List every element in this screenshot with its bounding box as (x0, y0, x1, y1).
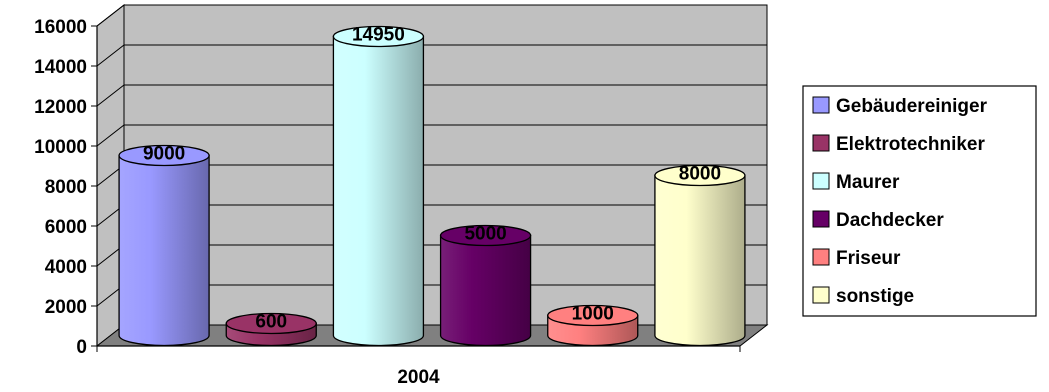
bar-friseur (547, 304, 639, 347)
gridline (96, 124, 767, 147)
cylinder-body (654, 174, 746, 347)
legend-item: sonstige (812, 286, 914, 307)
y-tick-label: 0 (76, 337, 87, 358)
cylinder-body (118, 154, 210, 347)
legend-swatch (812, 286, 830, 304)
data-labels: 9000 600 14950 5000 1000 8000 (143, 25, 721, 333)
bar-maurer (332, 25, 425, 347)
cylinder-top (439, 224, 532, 247)
legend-item: Gebäudereiniger (812, 96, 988, 117)
legend-label: Maurer (836, 172, 900, 193)
y-tick-label: 10000 (34, 137, 87, 158)
legend: Gebäudereiniger Elektrotechniker Maurer Dac… (802, 85, 1037, 317)
data-label: 14950 (352, 25, 405, 46)
legend-label: sonstige (836, 286, 914, 307)
legend-swatch (812, 134, 830, 152)
x-category-label: 2004 (397, 367, 440, 387)
cylinder-top (654, 164, 746, 187)
cylinder-top (118, 144, 210, 167)
data-label: 5000 (464, 224, 506, 245)
y-tick-label: 2000 (45, 297, 87, 318)
legend-label: Dachdecker (836, 210, 944, 231)
y-tick-label: 14000 (34, 57, 87, 78)
legend-label: Friseur (836, 248, 901, 269)
y-tick-label: 16000 (34, 17, 87, 38)
legend-swatch (812, 248, 830, 266)
bars (118, 25, 746, 347)
data-label: 8000 (679, 164, 721, 185)
y-tick-label: 6000 (45, 217, 87, 238)
data-label: 600 (255, 312, 287, 333)
legend-swatch (812, 96, 830, 114)
legend-item: Friseur (812, 248, 901, 269)
legend-box (802, 85, 1037, 317)
legend-item: Dachdecker (812, 210, 944, 231)
legend-item: Elektrotechniker (812, 134, 985, 155)
gridline (96, 44, 767, 67)
cylinder-body (332, 35, 425, 347)
bar-sonstige (654, 164, 746, 347)
bar-elektrotechniker (225, 312, 317, 347)
bar-dachdecker (439, 224, 532, 347)
y-tick-label: 8000 (45, 177, 87, 198)
data-label: 9000 (143, 144, 185, 165)
y-axis: 0 2000 4000 6000 8000 10000 12000 14000 16000 (34, 17, 98, 358)
cylinder-body (439, 234, 532, 347)
y-tick-label: 12000 (34, 97, 87, 118)
gridline (96, 84, 767, 107)
data-label: 1000 (572, 304, 614, 325)
legend-label: Gebäudereiniger (836, 96, 988, 117)
cylinder-top (547, 304, 639, 327)
y-tick-label: 4000 (45, 257, 87, 278)
gridline (96, 4, 767, 27)
cylinder-top (225, 312, 317, 335)
bar-gebäudereiniger (118, 144, 210, 347)
cylinder-top (332, 25, 425, 48)
legend-swatch (812, 210, 830, 228)
legend-item: Maurer (812, 172, 900, 193)
x-axis: 2004 (96, 345, 741, 388)
legend-label: Elektrotechniker (836, 134, 985, 155)
legend-swatch (812, 172, 830, 190)
